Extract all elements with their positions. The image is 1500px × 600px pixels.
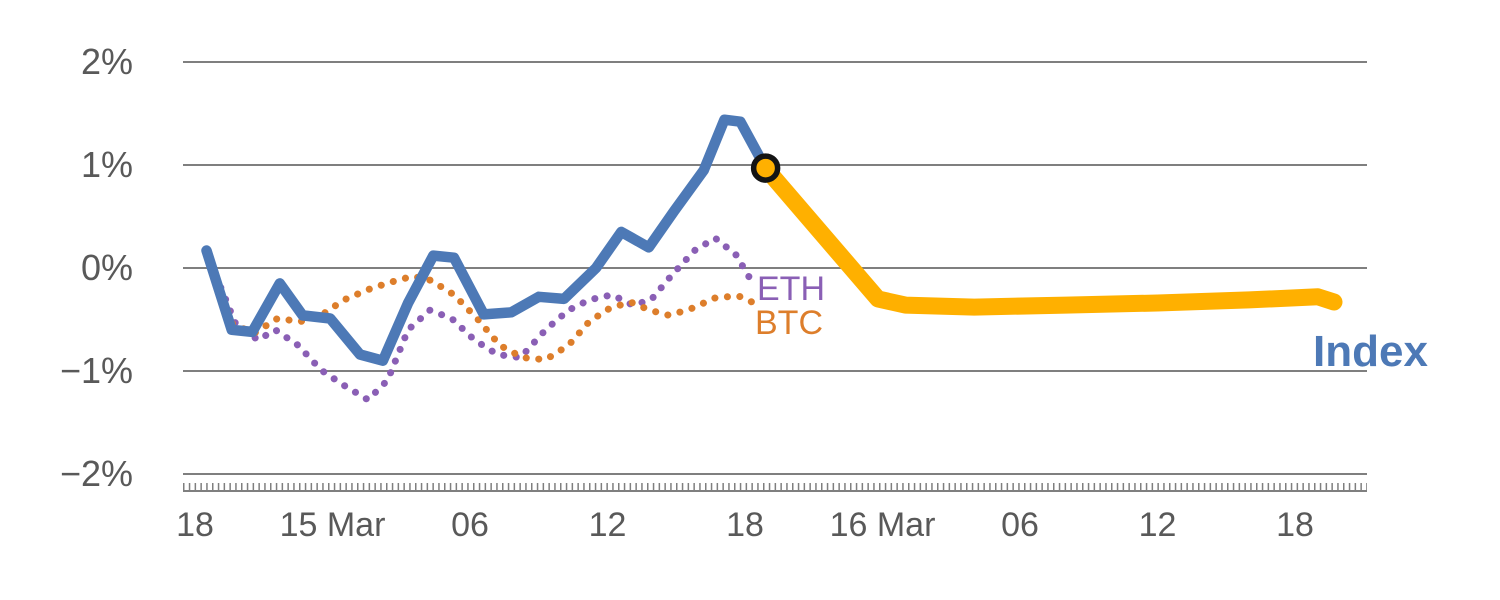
- x-tick-label: 18: [726, 506, 764, 544]
- btc-series-label: BTC: [755, 304, 823, 342]
- x-tick-label: 12: [589, 506, 627, 544]
- index-series-label: Index: [1313, 327, 1428, 376]
- series-line-index: [201, 114, 771, 366]
- x-tick-label: 06: [451, 506, 489, 544]
- projection-start-marker: [750, 153, 781, 183]
- y-tick-label: 1%: [81, 144, 133, 185]
- x-tick-label: 12: [1139, 506, 1177, 544]
- x-tick-label: 18: [1276, 506, 1314, 544]
- x-tick-label: 16 Mar: [830, 506, 936, 544]
- y-tick-label: 0%: [81, 247, 133, 288]
- y-tick-label: 2%: [81, 41, 133, 82]
- x-tick-label: 15 Mar: [280, 506, 386, 544]
- x-tick-label: 18: [176, 506, 214, 544]
- y-tick-label: −2%: [60, 453, 133, 494]
- x-tick-label: 06: [1001, 506, 1039, 544]
- series-line-eth: [203, 234, 758, 404]
- y-tick-label: −1%: [60, 350, 133, 391]
- eth-series-label: ETH: [757, 270, 825, 308]
- series-line-index-projection: [757, 159, 1343, 316]
